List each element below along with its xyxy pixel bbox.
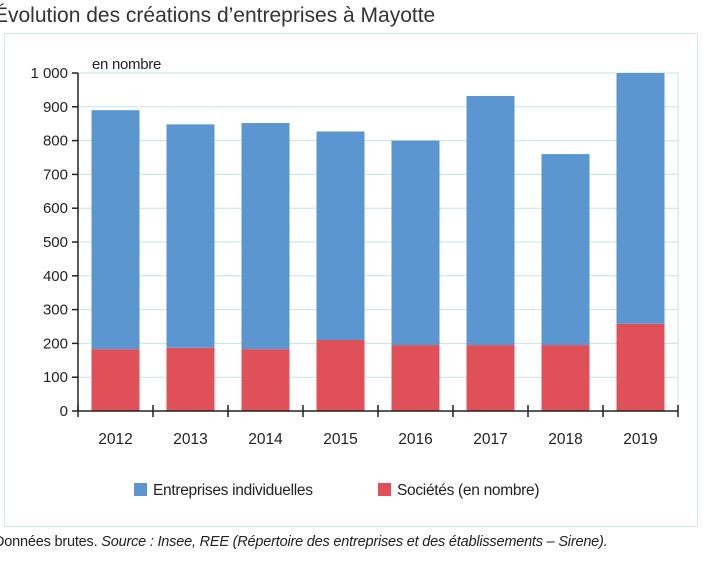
- bar-entreprises-individuelles-2019: [616, 73, 665, 324]
- y-tick-label: 400: [43, 268, 68, 285]
- bar-societes-2014: [241, 349, 290, 411]
- chart-frame: [4, 33, 698, 527]
- y-tick-label: 1 000: [30, 65, 68, 82]
- x-tick-label: 2013: [173, 431, 207, 448]
- bar-societes-2018: [541, 345, 590, 411]
- bar-societes-2012: [91, 349, 140, 411]
- bar-societes-2013: [166, 347, 215, 411]
- x-tick-label: 2014: [248, 431, 283, 448]
- chart-title: Évolution des créations d’entreprises à …: [0, 4, 436, 27]
- bar-societes-2019: [616, 323, 665, 411]
- unit-label: en nombre: [92, 56, 161, 73]
- y-tick-label: 600: [43, 200, 68, 217]
- x-tick-label: 2019: [623, 431, 657, 448]
- x-tick-label: 2018: [548, 431, 582, 448]
- y-tick-label: 500: [43, 234, 68, 251]
- bar-entreprises-individuelles-2015: [316, 131, 365, 341]
- bar-entreprises-individuelles-2012: [91, 110, 140, 350]
- source-text: Source : Insee, REE (Répertoire des entr…: [101, 534, 608, 550]
- source-note: Données brutes. Source : Insee, REE (Rép…: [0, 534, 608, 550]
- y-tick-label: 700: [43, 166, 68, 183]
- bar-entreprises-individuelles-2017: [466, 95, 515, 346]
- legend-label: Sociétés (en nombre): [397, 482, 539, 499]
- y-tick-label: 900: [43, 99, 68, 116]
- x-tick-label: 2016: [398, 431, 432, 448]
- bar-societes-2015: [316, 340, 365, 411]
- y-tick-label: 200: [43, 335, 68, 352]
- bar-entreprises-individuelles-2018: [541, 154, 590, 346]
- bar-entreprises-individuelles-2016: [391, 140, 440, 346]
- legend-label: Entreprises individuelles: [153, 482, 313, 499]
- y-tick-label: 0: [60, 403, 68, 420]
- x-tick-label: 2012: [98, 431, 132, 448]
- y-tick-label: 100: [43, 369, 68, 386]
- x-tick-label: 2015: [323, 431, 357, 448]
- bar-societes-2016: [391, 345, 440, 411]
- bar-societes-2017: [466, 345, 515, 411]
- bar-entreprises-individuelles-2013: [166, 124, 215, 348]
- bar-entreprises-individuelles-2014: [241, 123, 290, 350]
- y-tick-label: 300: [43, 302, 68, 319]
- legend-swatch: [134, 483, 147, 496]
- y-tick-label: 800: [43, 133, 68, 150]
- legend-swatch: [378, 483, 391, 496]
- stacked-bar-chart: 0 100 200 300 400 500 600 700 800 900 1 000 en nomb…: [30, 56, 679, 499]
- source-lead: Données brutes.: [0, 534, 98, 550]
- x-tick-label: 2017: [473, 431, 507, 448]
